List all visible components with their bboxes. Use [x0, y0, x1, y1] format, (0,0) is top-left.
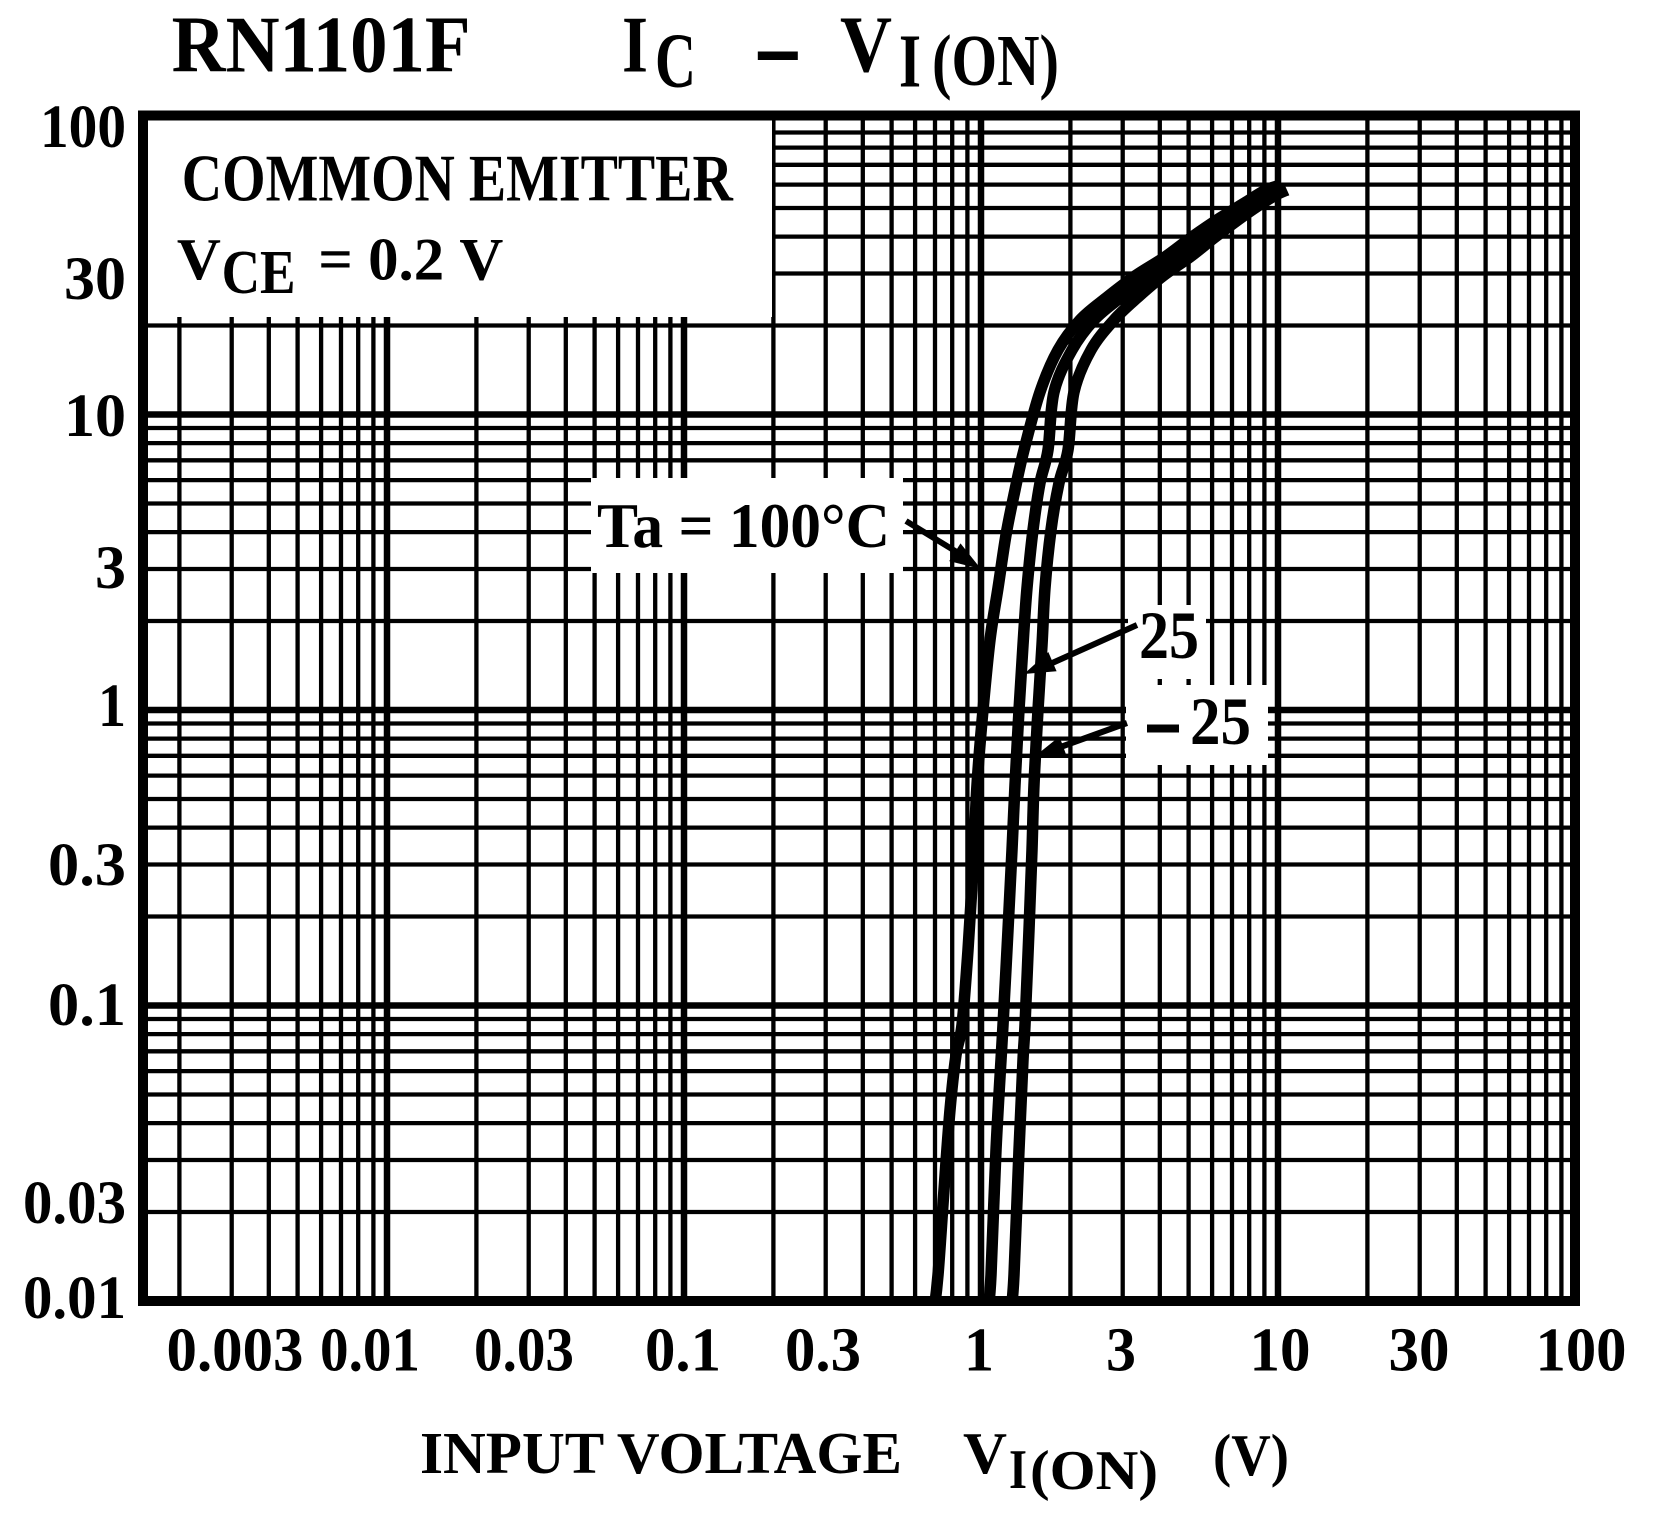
- svg-text:INPUT VOLTAGE: INPUT VOLTAGE: [420, 1420, 902, 1486]
- svg-text:0.3: 0.3: [48, 832, 126, 899]
- svg-text:I: I: [1009, 1439, 1027, 1501]
- svg-text:0.03: 0.03: [474, 1317, 574, 1385]
- svg-text:C: C: [655, 17, 696, 104]
- svg-text:25: 25: [1190, 683, 1251, 759]
- svg-text:1: 1: [98, 673, 126, 740]
- svg-text:1: 1: [964, 1317, 994, 1385]
- svg-text:I: I: [899, 20, 921, 104]
- svg-text:100: 100: [40, 94, 126, 161]
- svg-text:0.03: 0.03: [23, 1170, 126, 1237]
- svg-text:RN1101F: RN1101F: [172, 2, 471, 90]
- svg-text:30: 30: [64, 246, 126, 313]
- svg-text:0.003: 0.003: [167, 1317, 304, 1385]
- svg-text:V: V: [963, 1420, 1007, 1486]
- svg-text:COMMON EMITTER: COMMON EMITTER: [182, 143, 734, 216]
- svg-text:I: I: [622, 2, 648, 90]
- svg-text:V: V: [177, 226, 221, 292]
- svg-text:25: 25: [1139, 597, 1199, 673]
- svg-text:3: 3: [95, 535, 126, 602]
- svg-text:0.1: 0.1: [48, 972, 126, 1039]
- svg-text:3: 3: [1106, 1317, 1136, 1385]
- svg-text:(ON): (ON): [932, 20, 1059, 101]
- svg-text:0.1: 0.1: [645, 1317, 721, 1385]
- svg-text:0.01: 0.01: [320, 1317, 420, 1385]
- svg-text:10: 10: [1250, 1317, 1311, 1385]
- svg-text:10: 10: [64, 383, 126, 450]
- svg-text:100: 100: [1536, 1317, 1627, 1385]
- svg-text:(ON): (ON): [1030, 1440, 1158, 1502]
- svg-text:V: V: [840, 2, 892, 90]
- svg-text:= 0.2 V: = 0.2 V: [318, 227, 503, 293]
- svg-text:0.01: 0.01: [23, 1265, 126, 1332]
- svg-text:0.3: 0.3: [785, 1317, 861, 1385]
- svg-text:Ta = 100°C: Ta = 100°C: [597, 490, 890, 561]
- svg-text:30: 30: [1389, 1317, 1450, 1385]
- svg-text:(V): (V): [1213, 1422, 1289, 1488]
- svg-text:CE: CE: [222, 239, 296, 307]
